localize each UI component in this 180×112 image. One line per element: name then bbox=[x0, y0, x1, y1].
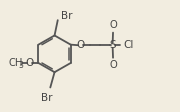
Text: O: O bbox=[76, 40, 85, 50]
Text: CH: CH bbox=[9, 58, 23, 68]
Text: Cl: Cl bbox=[123, 40, 134, 50]
Text: Br: Br bbox=[61, 11, 72, 21]
Text: 3: 3 bbox=[18, 61, 23, 70]
Text: O: O bbox=[109, 20, 117, 30]
Text: S: S bbox=[109, 40, 116, 50]
Text: O: O bbox=[25, 58, 34, 68]
Text: Br: Br bbox=[41, 93, 53, 103]
Text: O: O bbox=[109, 60, 117, 70]
